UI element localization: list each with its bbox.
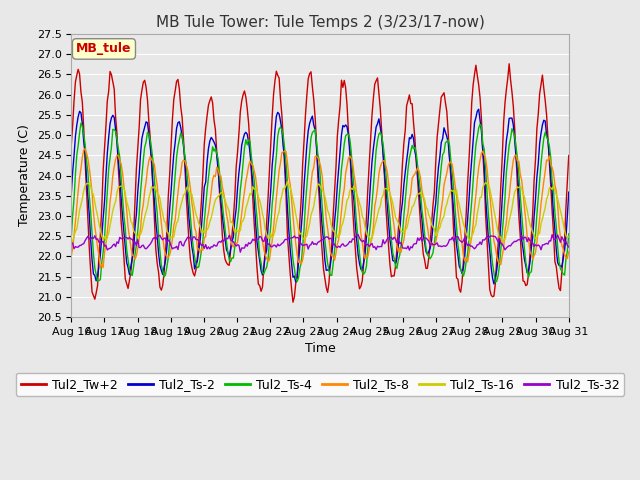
Tul2_Ts-8 <box>288 197 296 203</box>
Tul2_Ts-16 <box>286 184 294 190</box>
Tul2_Ts-8 <box>81 146 89 152</box>
Line: Tul2_Ts-16: Tul2_Ts-16 <box>71 182 569 244</box>
Tul2_Ts-32 <box>216 239 223 244</box>
Tul2_Tw+2 <box>289 300 297 305</box>
Tul2_Ts-2 <box>67 192 75 197</box>
Text: MB_tule: MB_tule <box>76 42 132 56</box>
Line: Tul2_Ts-4: Tul2_Ts-4 <box>71 123 569 282</box>
Tul2_Ts-2 <box>540 118 548 123</box>
Tul2_Ts-2 <box>216 184 223 190</box>
Tul2_Tw+2 <box>565 153 573 158</box>
Legend: Tul2_Tw+2, Tul2_Ts-2, Tul2_Ts-4, Tul2_Ts-8, Tul2_Ts-16, Tul2_Ts-32: Tul2_Tw+2, Tul2_Ts-2, Tul2_Ts-4, Tul2_Ts… <box>16 373 624 396</box>
Tul2_Ts-4 <box>540 135 548 141</box>
Tul2_Ts-32 <box>539 242 547 248</box>
Tul2_Ts-32 <box>548 232 556 238</box>
Tul2_Ts-16 <box>216 192 223 198</box>
Tul2_Ts-16 <box>241 214 248 219</box>
Tul2_Ts-8 <box>235 230 243 236</box>
Tul2_Ts-32 <box>129 237 136 242</box>
Tul2_Ts-8 <box>97 265 104 271</box>
Tul2_Ts-4 <box>234 218 241 224</box>
Tul2_Ts-16 <box>539 216 547 222</box>
Tul2_Ts-2 <box>475 107 483 112</box>
Tul2_Ts-2 <box>232 206 240 212</box>
Tul2_Ts-2 <box>285 228 292 233</box>
Tul2_Ts-8 <box>565 249 573 254</box>
Tul2_Tw+2 <box>506 61 513 67</box>
Tul2_Ts-2 <box>490 281 498 287</box>
Tul2_Ts-8 <box>67 253 75 259</box>
Tul2_Ts-4 <box>286 219 294 225</box>
Tul2_Tw+2 <box>129 254 136 260</box>
Tul2_Ts-32 <box>67 240 75 246</box>
X-axis label: Time: Time <box>305 342 335 356</box>
Tul2_Tw+2 <box>216 190 223 196</box>
Tul2_Ts-16 <box>565 234 573 240</box>
Line: Tul2_Tw+2: Tul2_Tw+2 <box>71 64 569 302</box>
Tul2_Ts-4 <box>492 279 499 285</box>
Tul2_Ts-4 <box>242 137 250 143</box>
Tul2_Ts-16 <box>232 228 240 233</box>
Tul2_Ts-8 <box>131 256 139 262</box>
Tul2_Ts-4 <box>217 185 225 191</box>
Line: Tul2_Ts-8: Tul2_Ts-8 <box>71 149 569 268</box>
Tul2_Ts-8 <box>540 179 548 184</box>
Tul2_Ts-16 <box>129 220 136 226</box>
Tul2_Ts-16 <box>67 241 75 247</box>
Tul2_Ts-32 <box>232 243 240 249</box>
Tul2_Ts-8 <box>243 171 251 177</box>
Tul2_Ts-2 <box>241 131 248 137</box>
Tul2_Ts-4 <box>130 264 138 269</box>
Tul2_Tw+2 <box>540 85 548 91</box>
Tul2_Ts-4 <box>67 235 75 240</box>
Tul2_Tw+2 <box>232 164 240 170</box>
Tul2_Ts-32 <box>565 244 573 250</box>
Tul2_Ts-32 <box>242 241 250 247</box>
Tul2_Ts-2 <box>129 256 136 262</box>
Tul2_Ts-32 <box>286 235 294 241</box>
Tul2_Ts-2 <box>565 189 573 195</box>
Y-axis label: Temperature (C): Temperature (C) <box>18 125 31 227</box>
Tul2_Tw+2 <box>285 251 292 257</box>
Title: MB Tule Tower: Tule Temps 2 (3/23/17-now): MB Tule Tower: Tule Temps 2 (3/23/17-now… <box>156 15 484 30</box>
Tul2_Tw+2 <box>241 88 248 94</box>
Tul2_Ts-32 <box>236 249 244 255</box>
Line: Tul2_Ts-32: Tul2_Ts-32 <box>71 235 569 252</box>
Tul2_Ts-8 <box>218 184 226 190</box>
Tul2_Ts-4 <box>565 231 573 237</box>
Line: Tul2_Ts-2: Tul2_Ts-2 <box>71 109 569 284</box>
Tul2_Tw+2 <box>67 143 75 148</box>
Tul2_Ts-16 <box>284 179 291 185</box>
Tul2_Ts-4 <box>77 120 84 126</box>
